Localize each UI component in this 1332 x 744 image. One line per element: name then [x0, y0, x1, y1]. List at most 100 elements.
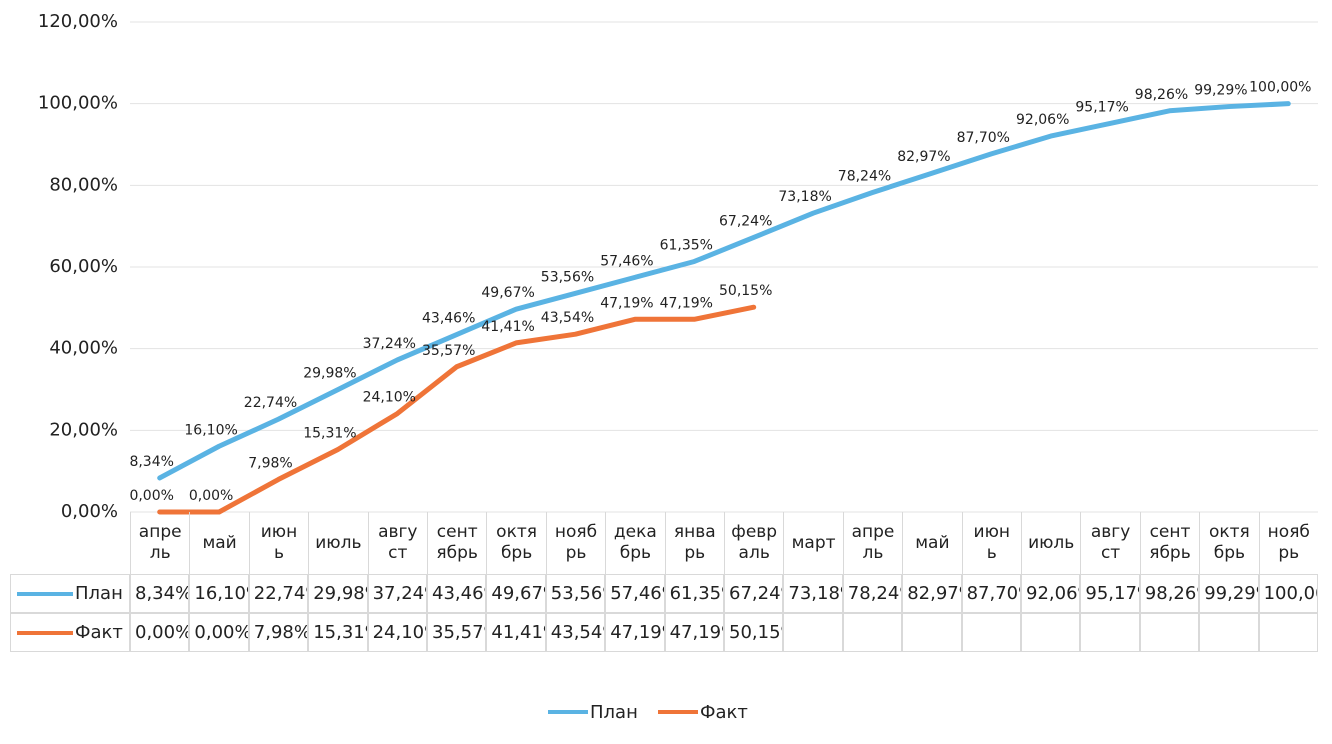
table-cell: 16,10%	[189, 574, 249, 613]
table-cell: 29,98%	[308, 574, 368, 613]
category-label: апрель	[130, 512, 189, 574]
table-row-header: Факт	[10, 613, 130, 652]
category-label: март	[783, 512, 842, 574]
category-label: август	[367, 512, 427, 574]
data-label: 16,10%	[184, 422, 237, 438]
data-label: 87,70%	[957, 130, 1010, 146]
category-label: июнь	[961, 512, 1021, 574]
data-label: 0,00%	[189, 488, 233, 504]
category-label: декабрь	[605, 512, 664, 574]
data-label: 61,35%	[660, 237, 713, 253]
table-cell: 50,15%	[724, 613, 784, 652]
table-cell: 73,18%	[783, 574, 843, 613]
category-label: ноябрь	[545, 512, 605, 574]
legend-swatch	[17, 630, 73, 635]
table-cell: 100,00%	[1258, 574, 1318, 613]
y-tick-label: 60,00%	[49, 256, 118, 277]
table-cell: 87,70%	[961, 574, 1021, 613]
table-cell	[1139, 613, 1200, 652]
table-cell: 7,98%	[248, 613, 309, 652]
data-label: 92,06%	[1016, 112, 1069, 128]
table-cell: 98,26%	[1139, 574, 1200, 613]
data-label: 0,00%	[129, 488, 173, 504]
category-label: июль	[1021, 512, 1080, 574]
table-cell: 43,54%	[545, 613, 606, 652]
legend-swatch	[658, 710, 698, 714]
table-cell	[1258, 613, 1318, 652]
legend-swatch	[548, 710, 588, 714]
data-label: 95,17%	[1075, 99, 1128, 115]
table-cell: 53,56%	[545, 574, 606, 613]
table-cell: 43,46%	[427, 574, 487, 613]
table-row-header: План	[10, 574, 130, 613]
legend-label: Факт	[700, 701, 748, 723]
table-cell: 95,17%	[1080, 574, 1140, 613]
category-label: сентябрь	[427, 512, 486, 574]
data-label: 7,98%	[248, 455, 292, 471]
table-cell: 67,24%	[724, 574, 784, 613]
table-cell: 82,97%	[902, 574, 962, 613]
series-line	[157, 304, 757, 515]
data-label: 49,67%	[481, 285, 534, 301]
row-name: Факт	[75, 622, 123, 643]
data-label: 41,41%	[481, 319, 534, 335]
data-label: 100,00%	[1249, 80, 1311, 96]
data-label: 99,29%	[1194, 83, 1247, 99]
data-label: 29,98%	[303, 366, 356, 382]
data-label: 50,15%	[719, 283, 772, 299]
table-cell	[842, 613, 903, 652]
data-label: 22,74%	[244, 395, 297, 411]
table-cell: 49,67%	[486, 574, 546, 613]
legend-label: План	[590, 701, 638, 723]
category-label: май	[189, 512, 248, 574]
data-label: 57,46%	[600, 253, 653, 269]
category-label: август	[1080, 512, 1139, 574]
table-cell: 8,34%	[130, 574, 190, 613]
table-cell: 61,35%	[664, 574, 724, 613]
category-label: сентябрь	[1139, 512, 1199, 574]
data-label: 98,26%	[1135, 87, 1188, 103]
category-label: июль	[308, 512, 367, 574]
table-cell: 47,19%	[664, 613, 724, 652]
row-name: План	[75, 583, 123, 604]
table-cell: 22,74%	[248, 574, 309, 613]
data-label: 47,19%	[660, 295, 713, 311]
table-cell	[1080, 613, 1140, 652]
data-label: 47,19%	[600, 295, 653, 311]
data-label: 15,31%	[303, 425, 356, 441]
category-label: октябрь	[486, 512, 545, 574]
category-label: январь	[664, 512, 724, 574]
data-label: 43,46%	[422, 311, 475, 327]
table-cell	[1199, 613, 1259, 652]
data-label: 8,34%	[129, 454, 173, 470]
category-label: апрель	[842, 512, 902, 574]
category-label: февраль	[724, 512, 783, 574]
category-label: октябрь	[1199, 512, 1258, 574]
data-label: 53,56%	[541, 269, 594, 285]
y-tick-label: 120,00%	[38, 11, 118, 32]
table-cell: 57,46%	[605, 574, 665, 613]
y-tick-label: 0,00%	[61, 501, 118, 522]
category-label: май	[902, 512, 961, 574]
table-cell: 0,00%	[189, 613, 249, 652]
legend-swatch	[17, 591, 73, 596]
data-label: 35,57%	[422, 343, 475, 359]
table-cell: 41,41%	[486, 613, 546, 652]
legend-item: Факт	[658, 700, 748, 724]
table-cell	[902, 613, 962, 652]
table-cell: 35,57%	[427, 613, 487, 652]
data-label: 67,24%	[719, 213, 772, 229]
legend-item: План	[548, 700, 638, 724]
table-cell: 78,24%	[842, 574, 903, 613]
table-cell	[783, 613, 843, 652]
table-cell: 37,24%	[367, 574, 427, 613]
table-cell: 99,29%	[1199, 574, 1259, 613]
category-label: июнь	[248, 512, 308, 574]
category-label: ноябрь	[1258, 512, 1318, 574]
y-tick-label: 20,00%	[49, 419, 118, 440]
data-label: 37,24%	[363, 336, 416, 352]
table-cell: 47,19%	[605, 613, 665, 652]
y-tick-label: 100,00%	[38, 93, 118, 114]
y-tick-label: 40,00%	[49, 338, 118, 359]
